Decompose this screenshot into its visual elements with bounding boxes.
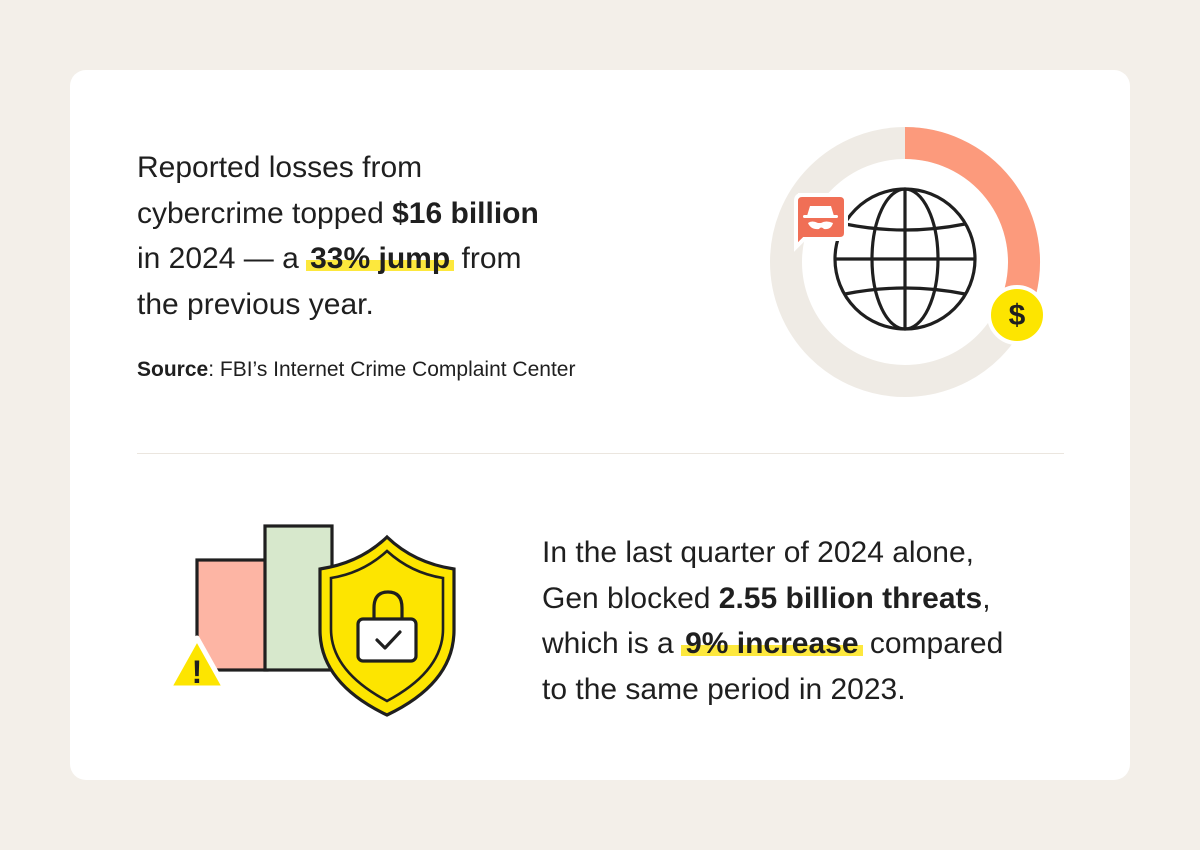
threats-count: 2.55 billion threats [718, 581, 983, 615]
losses-increase-highlight: 33% jump [306, 242, 455, 275]
dollar-coin-icon: $ [987, 285, 1047, 345]
globe-icon [833, 187, 977, 331]
source-text: FBI’s Internet Crime Complaint Center [214, 358, 576, 381]
security-graphic: ! [166, 524, 456, 717]
source-citation: Source: FBI’s Internet Crime Complaint C… [137, 358, 576, 381]
globe-graphic: $ [770, 127, 1047, 397]
warning-icon: ! [166, 635, 228, 691]
threats-stat-text: In the last quarter of 2024 alone, Gen bl… [542, 536, 1004, 706]
losses-amount: $16 billion [392, 196, 539, 230]
threats-increase-highlight: 9% increase [681, 627, 863, 660]
checkmark-icon [375, 630, 402, 650]
hacker-badge [794, 193, 848, 252]
losses-stat-text: Reported losses from cybercrime topped $1… [137, 151, 539, 321]
bar-chart-icon [195, 524, 334, 672]
dollar-symbol: $ [1009, 299, 1026, 332]
padlock-icon [356, 590, 418, 663]
infographic-card: Reported losses from cybercrime topped $1… [70, 70, 1130, 780]
source-label: Source [137, 358, 209, 381]
warning-symbol: ! [192, 654, 203, 690]
section-divider [137, 453, 1064, 454]
progress-ring-fill [904, 127, 1040, 296]
hacker-icon [794, 193, 848, 252]
